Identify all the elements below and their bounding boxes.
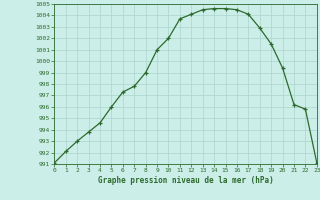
X-axis label: Graphe pression niveau de la mer (hPa): Graphe pression niveau de la mer (hPa) [98, 176, 274, 185]
